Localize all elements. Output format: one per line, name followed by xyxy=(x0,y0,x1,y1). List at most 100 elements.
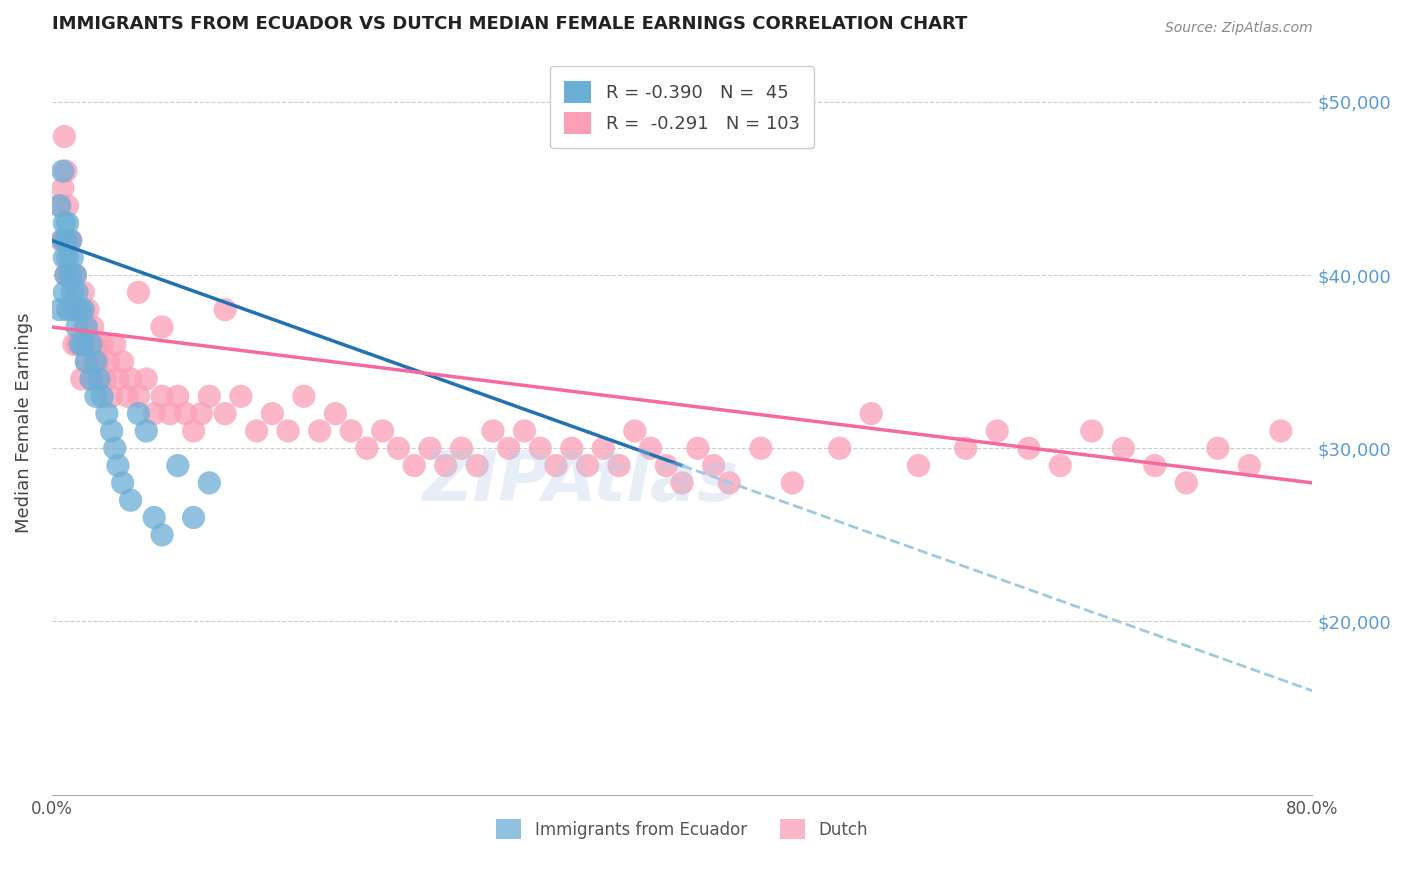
Point xyxy=(1206,442,1229,456)
Point xyxy=(623,424,645,438)
Point xyxy=(84,389,107,403)
Point xyxy=(100,389,122,403)
Point xyxy=(56,251,79,265)
Point xyxy=(513,424,536,438)
Point xyxy=(174,407,197,421)
Point xyxy=(104,442,127,456)
Point xyxy=(127,407,149,421)
Point xyxy=(55,268,77,282)
Point xyxy=(860,407,883,421)
Point xyxy=(66,320,89,334)
Point xyxy=(1239,458,1261,473)
Point xyxy=(450,442,472,456)
Point xyxy=(404,458,426,473)
Point xyxy=(782,475,804,490)
Point xyxy=(607,458,630,473)
Point xyxy=(703,458,725,473)
Point xyxy=(87,354,110,368)
Point xyxy=(48,199,70,213)
Point xyxy=(104,337,127,351)
Point xyxy=(65,268,87,282)
Point xyxy=(1049,458,1071,473)
Point xyxy=(143,510,166,524)
Point xyxy=(83,354,105,368)
Point xyxy=(150,389,173,403)
Point xyxy=(96,407,118,421)
Point xyxy=(79,337,101,351)
Point xyxy=(229,389,252,403)
Point xyxy=(127,285,149,300)
Point xyxy=(72,302,94,317)
Point xyxy=(55,233,77,247)
Point xyxy=(371,424,394,438)
Point xyxy=(70,372,93,386)
Point xyxy=(592,442,614,456)
Point xyxy=(262,407,284,421)
Point xyxy=(94,372,117,386)
Text: IMMIGRANTS FROM ECUADOR VS DUTCH MEDIAN FEMALE EARNINGS CORRELATION CHART: IMMIGRANTS FROM ECUADOR VS DUTCH MEDIAN … xyxy=(52,15,967,33)
Point xyxy=(166,458,188,473)
Point xyxy=(75,320,97,334)
Point xyxy=(640,442,662,456)
Point xyxy=(69,302,91,317)
Point xyxy=(53,216,76,230)
Point xyxy=(544,458,567,473)
Point xyxy=(1112,442,1135,456)
Point xyxy=(66,337,89,351)
Point xyxy=(120,372,142,386)
Point xyxy=(111,475,134,490)
Point xyxy=(65,302,87,317)
Y-axis label: Median Female Earnings: Median Female Earnings xyxy=(15,312,32,533)
Point xyxy=(72,285,94,300)
Point xyxy=(91,337,114,351)
Point xyxy=(86,372,108,386)
Text: ZIPAtlas: ZIPAtlas xyxy=(423,449,740,516)
Point xyxy=(214,302,236,317)
Point xyxy=(419,442,441,456)
Point xyxy=(69,337,91,351)
Point xyxy=(65,302,87,317)
Point xyxy=(198,389,221,403)
Point xyxy=(127,389,149,403)
Point xyxy=(277,424,299,438)
Point xyxy=(62,337,84,351)
Point xyxy=(97,354,120,368)
Point xyxy=(1018,442,1040,456)
Point xyxy=(59,233,82,247)
Point xyxy=(84,337,107,351)
Point xyxy=(482,424,505,438)
Point xyxy=(1081,424,1104,438)
Point xyxy=(82,320,104,334)
Point xyxy=(828,442,851,456)
Point xyxy=(325,407,347,421)
Point xyxy=(65,268,87,282)
Point xyxy=(434,458,457,473)
Point xyxy=(955,442,977,456)
Point xyxy=(66,285,89,300)
Point xyxy=(111,354,134,368)
Point xyxy=(91,389,114,403)
Point xyxy=(214,407,236,421)
Point xyxy=(340,424,363,438)
Point xyxy=(77,302,100,317)
Point xyxy=(59,233,82,247)
Point xyxy=(67,302,90,317)
Point xyxy=(80,337,103,351)
Point xyxy=(190,407,212,421)
Point xyxy=(59,268,82,282)
Point xyxy=(576,458,599,473)
Point xyxy=(56,268,79,282)
Point xyxy=(75,354,97,368)
Point xyxy=(56,216,79,230)
Point xyxy=(292,389,315,403)
Point xyxy=(183,510,205,524)
Point xyxy=(56,233,79,247)
Text: Source: ZipAtlas.com: Source: ZipAtlas.com xyxy=(1164,21,1312,35)
Point xyxy=(655,458,678,473)
Point xyxy=(75,354,97,368)
Point xyxy=(150,528,173,542)
Point xyxy=(498,442,520,456)
Point xyxy=(107,372,129,386)
Point xyxy=(198,475,221,490)
Point xyxy=(718,475,741,490)
